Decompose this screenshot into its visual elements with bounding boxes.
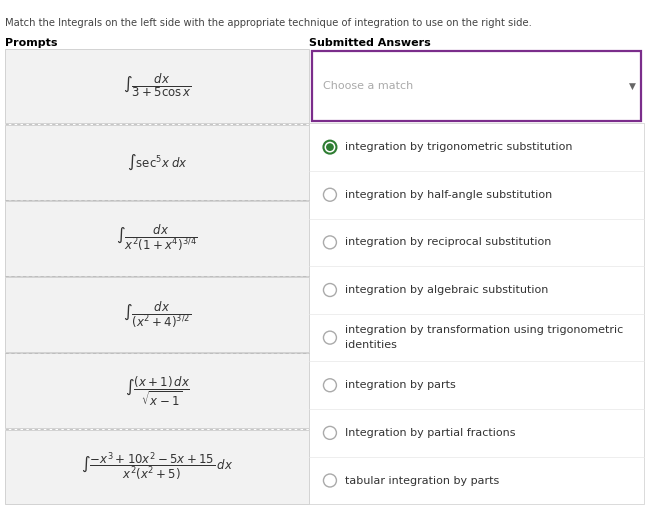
Ellipse shape bbox=[326, 143, 334, 151]
Text: tabular integration by parts: tabular integration by parts bbox=[345, 476, 499, 485]
Text: identities: identities bbox=[345, 340, 397, 350]
FancyBboxPatch shape bbox=[309, 123, 644, 504]
FancyBboxPatch shape bbox=[5, 125, 309, 200]
Text: integration by transformation using trigonometric: integration by transformation using trig… bbox=[345, 325, 623, 335]
Text: integration by parts: integration by parts bbox=[345, 380, 456, 390]
Text: integration by trigonometric substitution: integration by trigonometric substitutio… bbox=[345, 142, 572, 152]
Text: integration by reciprocal substitution: integration by reciprocal substitution bbox=[345, 238, 551, 247]
FancyBboxPatch shape bbox=[5, 430, 309, 504]
Text: $\int \dfrac{dx}{(x^2+4)^{3/2}}$: $\int \dfrac{dx}{(x^2+4)^{3/2}}$ bbox=[123, 300, 191, 330]
FancyBboxPatch shape bbox=[5, 353, 309, 428]
Text: $\int \dfrac{(x+1)\,dx}{\sqrt{x-1}}$: $\int \dfrac{(x+1)\,dx}{\sqrt{x-1}}$ bbox=[125, 374, 190, 408]
Text: integration by algebraic substitution: integration by algebraic substitution bbox=[345, 285, 548, 295]
Text: $\int \dfrac{dx}{x^2(1+x^4)^{3/4}}$: $\int \dfrac{dx}{x^2(1+x^4)^{3/4}}$ bbox=[116, 223, 198, 253]
FancyBboxPatch shape bbox=[5, 278, 309, 352]
Text: integration by half-angle substitution: integration by half-angle substitution bbox=[345, 190, 552, 200]
Text: Submitted Answers: Submitted Answers bbox=[309, 38, 431, 49]
Text: Choose a match: Choose a match bbox=[323, 81, 413, 91]
FancyBboxPatch shape bbox=[312, 51, 641, 121]
Text: ▼: ▼ bbox=[629, 81, 635, 91]
Text: $\int \dfrac{dx}{3+5\cos x}$: $\int \dfrac{dx}{3+5\cos x}$ bbox=[123, 73, 191, 99]
Text: $\int \dfrac{-x^3+10x^2-5x+15}{x^2(x^2+5)}\,dx$: $\int \dfrac{-x^3+10x^2-5x+15}{x^2(x^2+5… bbox=[81, 451, 233, 483]
Text: Match the Integrals on the left side with the appropriate technique of integrati: Match the Integrals on the left side wit… bbox=[5, 18, 532, 28]
Text: Prompts: Prompts bbox=[5, 38, 58, 49]
FancyBboxPatch shape bbox=[5, 201, 309, 276]
FancyBboxPatch shape bbox=[5, 49, 309, 123]
Text: $\int \sec^{5}\!x\; dx$: $\int \sec^{5}\!x\; dx$ bbox=[127, 153, 188, 172]
Text: Integration by partial fractions: Integration by partial fractions bbox=[345, 428, 515, 438]
